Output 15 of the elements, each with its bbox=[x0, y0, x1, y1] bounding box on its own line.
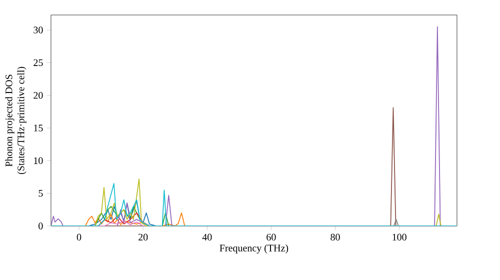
y-tick-label: 20 bbox=[34, 92, 43, 99]
x-tick-label: 40 bbox=[202, 234, 212, 241]
y-tick-label: 30 bbox=[34, 26, 43, 34]
x-tick-label: 100 bbox=[392, 234, 406, 241]
x-axis-title: Frequency (THz) bbox=[220, 244, 288, 254]
x-tick-label: 80 bbox=[330, 234, 340, 241]
y-tick-label: 25 bbox=[34, 59, 43, 66]
x-tick-label: 0 bbox=[76, 234, 82, 241]
y-tick-label: 5 bbox=[38, 190, 43, 197]
y-axis-title: Phonon projected DOS (States/THz·primitive cell) bbox=[5, 66, 26, 174]
x-tick-label: 60 bbox=[266, 234, 276, 241]
y-tick-label: 0 bbox=[38, 222, 43, 230]
y-tick-label: 10 bbox=[34, 157, 43, 164]
x-tick-label: 20 bbox=[138, 234, 148, 241]
y-tick-label: 15 bbox=[34, 124, 43, 132]
